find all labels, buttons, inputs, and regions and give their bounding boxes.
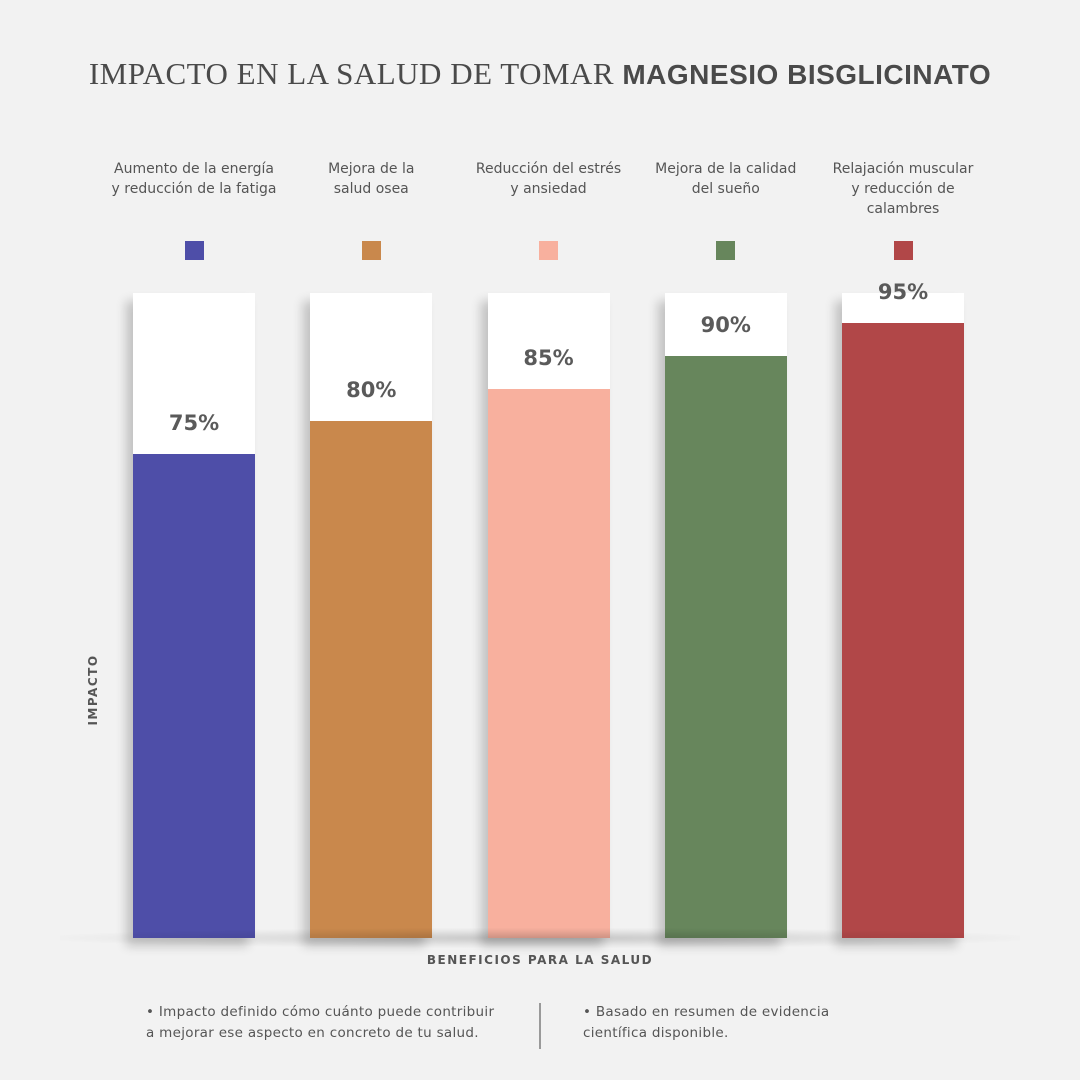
note-impact-definition: • Impacto definido cómo cuánto puede con… xyxy=(146,1004,495,1041)
bar-track xyxy=(664,293,787,938)
value-label: 75% xyxy=(168,411,220,435)
bar-track xyxy=(310,293,433,938)
x-axis-label: BENEFICIOS PARA LA SALUD xyxy=(426,953,654,967)
bar xyxy=(133,454,255,938)
category-label: Relajación muscular y reducción de calam… xyxy=(832,161,974,217)
legend-swatch xyxy=(184,241,204,260)
chart-title: IMPACTO EN LA SALUD DE TOMAR MAGNESIO BI… xyxy=(0,56,1080,92)
bar xyxy=(664,355,787,938)
bar-track xyxy=(842,293,964,938)
title-bold: MAGNESIO BISGLICINATO xyxy=(622,59,992,90)
bar xyxy=(310,421,433,938)
legend-swatch xyxy=(893,241,913,260)
category-label: Mejora de la calidad del sueño xyxy=(655,161,797,197)
baseline-shadow xyxy=(60,928,1020,948)
category-label: Aumento de la energía y reducción de la … xyxy=(111,161,277,197)
value-label: 80% xyxy=(346,378,397,403)
value-label: 85% xyxy=(523,345,574,370)
value-label: 95% xyxy=(877,280,929,304)
legend-swatch xyxy=(539,241,558,260)
category-label: Reducción del estrés y ansiedad xyxy=(475,161,622,197)
y-axis-label: IMPACTO xyxy=(86,654,100,726)
bar xyxy=(842,323,964,938)
bar xyxy=(487,388,610,938)
bar-track xyxy=(133,293,255,938)
bar-track xyxy=(487,293,610,938)
legend-swatch xyxy=(361,241,381,260)
value-label: 90% xyxy=(700,312,751,337)
category-label: Mejora de la salud osea xyxy=(328,161,415,197)
legend-swatch xyxy=(716,241,736,260)
notes-divider xyxy=(539,1003,541,1049)
title-normal: IMPACTO EN LA SALUD DE TOMAR xyxy=(88,56,623,91)
note-evidence: • Basado en resumen de evidencia científ… xyxy=(583,1004,830,1041)
